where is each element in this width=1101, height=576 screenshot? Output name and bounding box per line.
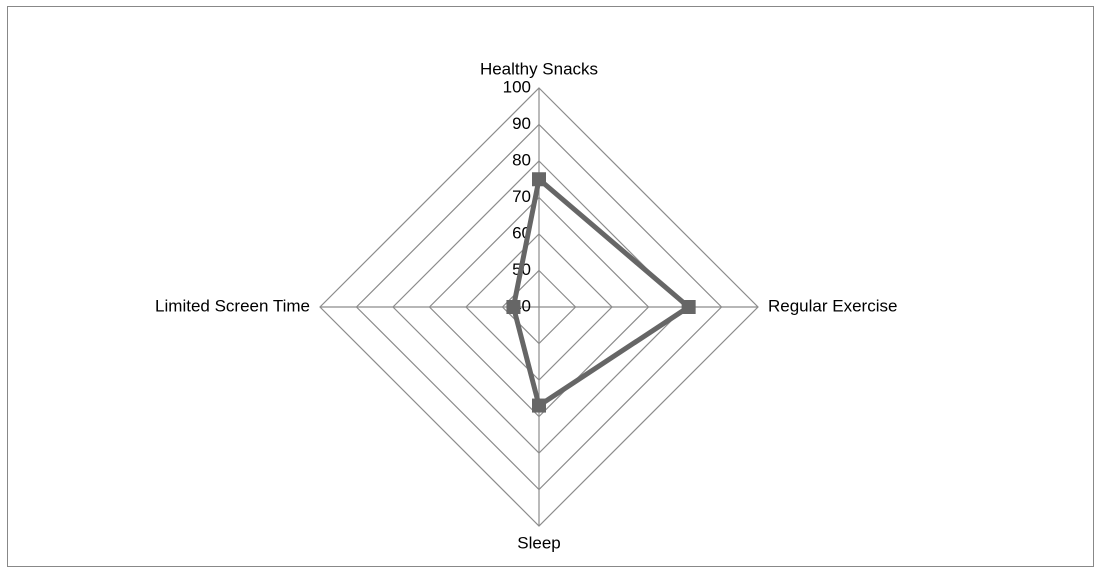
r-tick-label: 90	[512, 114, 531, 133]
data-marker	[532, 398, 546, 413]
r-tick-label: 100	[503, 77, 531, 96]
chart-border	[7, 6, 1094, 567]
data-marker	[532, 172, 546, 187]
category-label: Sleep	[517, 533, 560, 552]
r-tick-label: 80	[512, 150, 531, 169]
data-marker	[681, 300, 696, 314]
category-label: Regular Exercise	[768, 296, 897, 315]
category-label: Healthy Snacks	[480, 59, 598, 78]
data-marker	[506, 300, 521, 314]
r-tick-label: 70	[512, 187, 531, 206]
category-label: Limited Screen Time	[155, 296, 310, 315]
